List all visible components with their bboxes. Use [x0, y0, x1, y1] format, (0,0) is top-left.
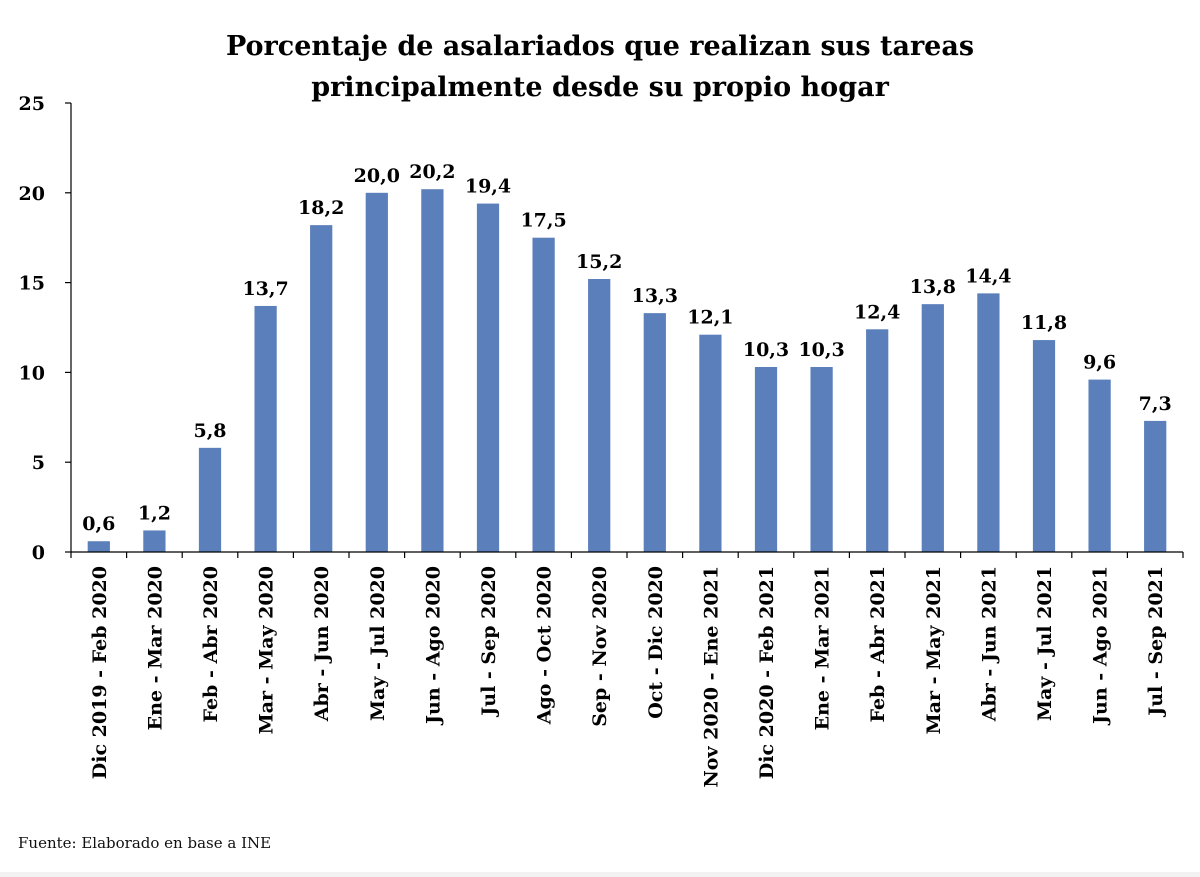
x-category-label: Jul - Sep 2020 [478, 566, 500, 718]
y-tick-label: 25 [19, 93, 45, 115]
x-category-label: May - Jul 2020 [367, 566, 389, 721]
x-category-label: Mar - May 2021 [923, 566, 945, 734]
x-category-label: Dic 2019 - Feb 2020 [89, 566, 111, 779]
bar [365, 192, 388, 553]
bar [699, 334, 722, 552]
x-category-label: Ene - Mar 2020 [144, 566, 166, 730]
data-label: 12,1 [687, 307, 733, 329]
bar [1088, 379, 1111, 552]
x-category-label: Abr - Jun 2021 [978, 566, 1000, 722]
bar [476, 203, 500, 553]
x-category-label: Ene - Mar 2021 [812, 566, 834, 730]
bar [754, 367, 778, 552]
bar [87, 541, 110, 552]
x-category-label: Jun - Ago 2021 [1090, 566, 1112, 726]
bar [977, 293, 1000, 552]
data-label: 1,2 [138, 502, 171, 524]
data-label: 0,6 [82, 513, 115, 535]
x-category-label: Mar - May 2020 [256, 566, 278, 734]
data-label: 18,2 [298, 197, 344, 219]
bars: 0,6 1,2 5,8 13,7 18,2 20,0 20,2 19,4 17,5 15,2 13,… [82, 161, 1172, 553]
x-category-label: Abr - Jun 2020 [311, 566, 333, 722]
data-label: 20,2 [409, 161, 455, 183]
data-label: 20,0 [354, 165, 400, 187]
x-category-label: Nov 2020 - Ene 2021 [700, 566, 722, 788]
data-label: 5,8 [193, 420, 226, 442]
bar [1144, 420, 1167, 552]
bar [1032, 340, 1056, 552]
data-label: 13,8 [910, 276, 956, 298]
x-category-label: Ago - Oct 2020 [534, 566, 556, 725]
y-tick-label: 0 [32, 542, 45, 564]
y-tick-label: 10 [19, 362, 45, 384]
x-category-label: Dic 2020 - Feb 2021 [756, 566, 778, 779]
x-axis: Dic 2019 - Feb 2020 Ene - Mar 2020 Feb - A… [70, 551, 1184, 788]
data-label: 9,6 [1083, 352, 1116, 374]
x-category-label: Feb - Abr 2020 [200, 566, 222, 722]
chart-title-line-1: Porcentaje de asalariados que realizan s… [226, 31, 974, 62]
bar [421, 189, 444, 552]
bar [921, 304, 944, 552]
x-category-label: Sep - Nov 2020 [589, 566, 611, 727]
y-tick-label: 5 [32, 452, 45, 474]
data-label: 13,3 [632, 285, 678, 307]
data-label: 10,3 [798, 339, 844, 361]
bar [810, 367, 833, 552]
bar [866, 329, 889, 552]
bar [143, 530, 166, 552]
y-axis: 0 5 10 15 20 25 [19, 93, 72, 564]
source-note: Fuente: Elaborado en base a INE [18, 834, 272, 852]
bar [254, 305, 277, 552]
data-label: 10,3 [743, 339, 789, 361]
x-category-label: May - Jul 2021 [1034, 566, 1056, 721]
data-label: 7,3 [1139, 393, 1172, 415]
x-category-label: Oct - Dic 2020 [645, 566, 667, 719]
data-label: 19,4 [465, 176, 511, 198]
data-label: 15,2 [576, 251, 622, 273]
x-category-label: Feb - Abr 2021 [867, 566, 889, 722]
data-label: 17,5 [520, 210, 566, 232]
bar [532, 237, 555, 552]
bar [310, 225, 333, 553]
chart-title-line-2: principalmente desde su propio hogar [311, 72, 889, 103]
data-label: 14,4 [965, 265, 1011, 287]
x-category-label: Jun - Ago 2020 [422, 566, 444, 726]
data-label: 12,4 [854, 301, 900, 323]
bar [198, 447, 222, 552]
y-tick-label: 15 [19, 273, 45, 295]
bottom-divider [0, 872, 1200, 877]
y-tick-label: 20 [19, 183, 45, 205]
bar [588, 279, 611, 552]
data-label: 11,8 [1021, 312, 1067, 334]
x-category-label: Jul - Sep 2021 [1145, 566, 1167, 718]
bar [643, 313, 666, 552]
data-label: 13,7 [242, 278, 288, 300]
